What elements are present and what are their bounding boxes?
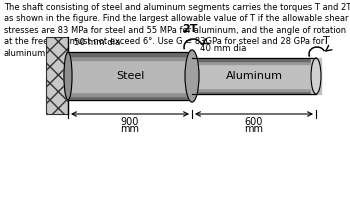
Text: Aluminum: Aluminum	[225, 71, 282, 81]
Text: 40 mm dia: 40 mm dia	[200, 44, 246, 53]
Text: mm: mm	[245, 124, 264, 134]
Text: T: T	[323, 36, 330, 46]
Bar	[46, 37, 68, 114]
Text: 900: 900	[121, 117, 139, 127]
Text: Steel: Steel	[116, 71, 144, 81]
Ellipse shape	[311, 58, 321, 94]
Ellipse shape	[185, 50, 199, 102]
Ellipse shape	[64, 52, 72, 100]
Text: mm: mm	[120, 124, 140, 134]
Text: The shaft consisting of steel and aluminum segments carries the torques T and 2T: The shaft consisting of steel and alumin…	[4, 3, 350, 58]
Text: 50 mm dia: 50 mm dia	[74, 38, 120, 47]
Text: 2T: 2T	[182, 24, 198, 34]
Text: 600: 600	[245, 117, 263, 127]
